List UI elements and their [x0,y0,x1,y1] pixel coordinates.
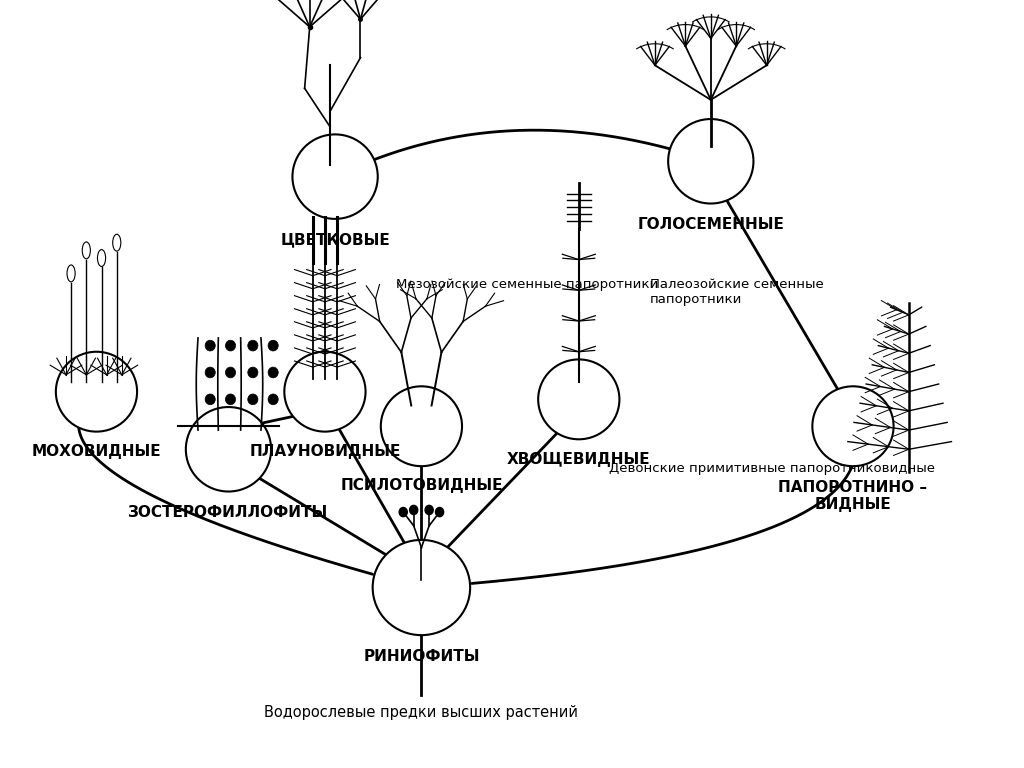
Ellipse shape [205,394,215,405]
Ellipse shape [539,359,620,439]
Ellipse shape [248,340,258,351]
Ellipse shape [435,508,443,517]
Text: ГОЛОСЕМЕННЫЕ: ГОЛОСЕМЕННЫЕ [637,217,784,232]
Text: Водорослевые предки высших растений: Водорослевые предки высших растений [264,705,579,720]
Ellipse shape [225,394,236,405]
Ellipse shape [268,367,279,378]
Text: Мезозойские семенные папоротники: Мезозойские семенные папоротники [396,278,658,290]
Ellipse shape [248,367,258,378]
Ellipse shape [381,386,462,466]
Text: ХВОЩЕВИДНЫЕ: ХВОЩЕВИДНЫЕ [507,452,650,467]
Text: ПСИЛОТОВИДНЫЕ: ПСИЛОТОВИДНЫЕ [340,478,503,494]
Ellipse shape [225,340,236,351]
Ellipse shape [399,508,408,517]
Ellipse shape [410,505,418,515]
Ellipse shape [425,505,433,515]
Text: ПАПОРОТНИНО –
ВИДНЫЕ: ПАПОРОТНИНО – ВИДНЫЕ [778,480,928,512]
Ellipse shape [185,407,271,492]
Text: РИНИОФИТЫ: РИНИОФИТЫ [364,649,479,664]
Text: ЦВЕТКОВЫЕ: ЦВЕТКОВЫЕ [281,232,390,247]
Ellipse shape [225,367,236,378]
Ellipse shape [668,119,754,204]
Ellipse shape [268,394,279,405]
Ellipse shape [82,242,90,259]
Ellipse shape [205,367,215,378]
Text: Девонские примитивные папоротниковидные: Девонские примитивные папоротниковидные [609,462,935,475]
Text: Палеозойские семенные
папоротники: Палеозойские семенные папоротники [650,278,823,306]
Ellipse shape [373,540,470,635]
Ellipse shape [248,394,258,405]
Ellipse shape [285,352,366,432]
Ellipse shape [97,250,105,266]
Text: ЗОСТЕРОФИЛЛОФИТЫ: ЗОСТЕРОФИЛЛОФИТЫ [128,505,329,520]
Ellipse shape [113,234,121,251]
Text: МОХОВИДНЫЕ: МОХОВИДНЫЕ [32,444,161,459]
Ellipse shape [67,265,75,282]
Ellipse shape [205,340,215,351]
Ellipse shape [293,134,378,219]
Ellipse shape [268,340,279,351]
Text: ПЛАУНОВИДНЫЕ: ПЛАУНОВИДНЫЕ [249,444,400,459]
Ellipse shape [812,386,894,466]
Ellipse shape [56,352,137,432]
